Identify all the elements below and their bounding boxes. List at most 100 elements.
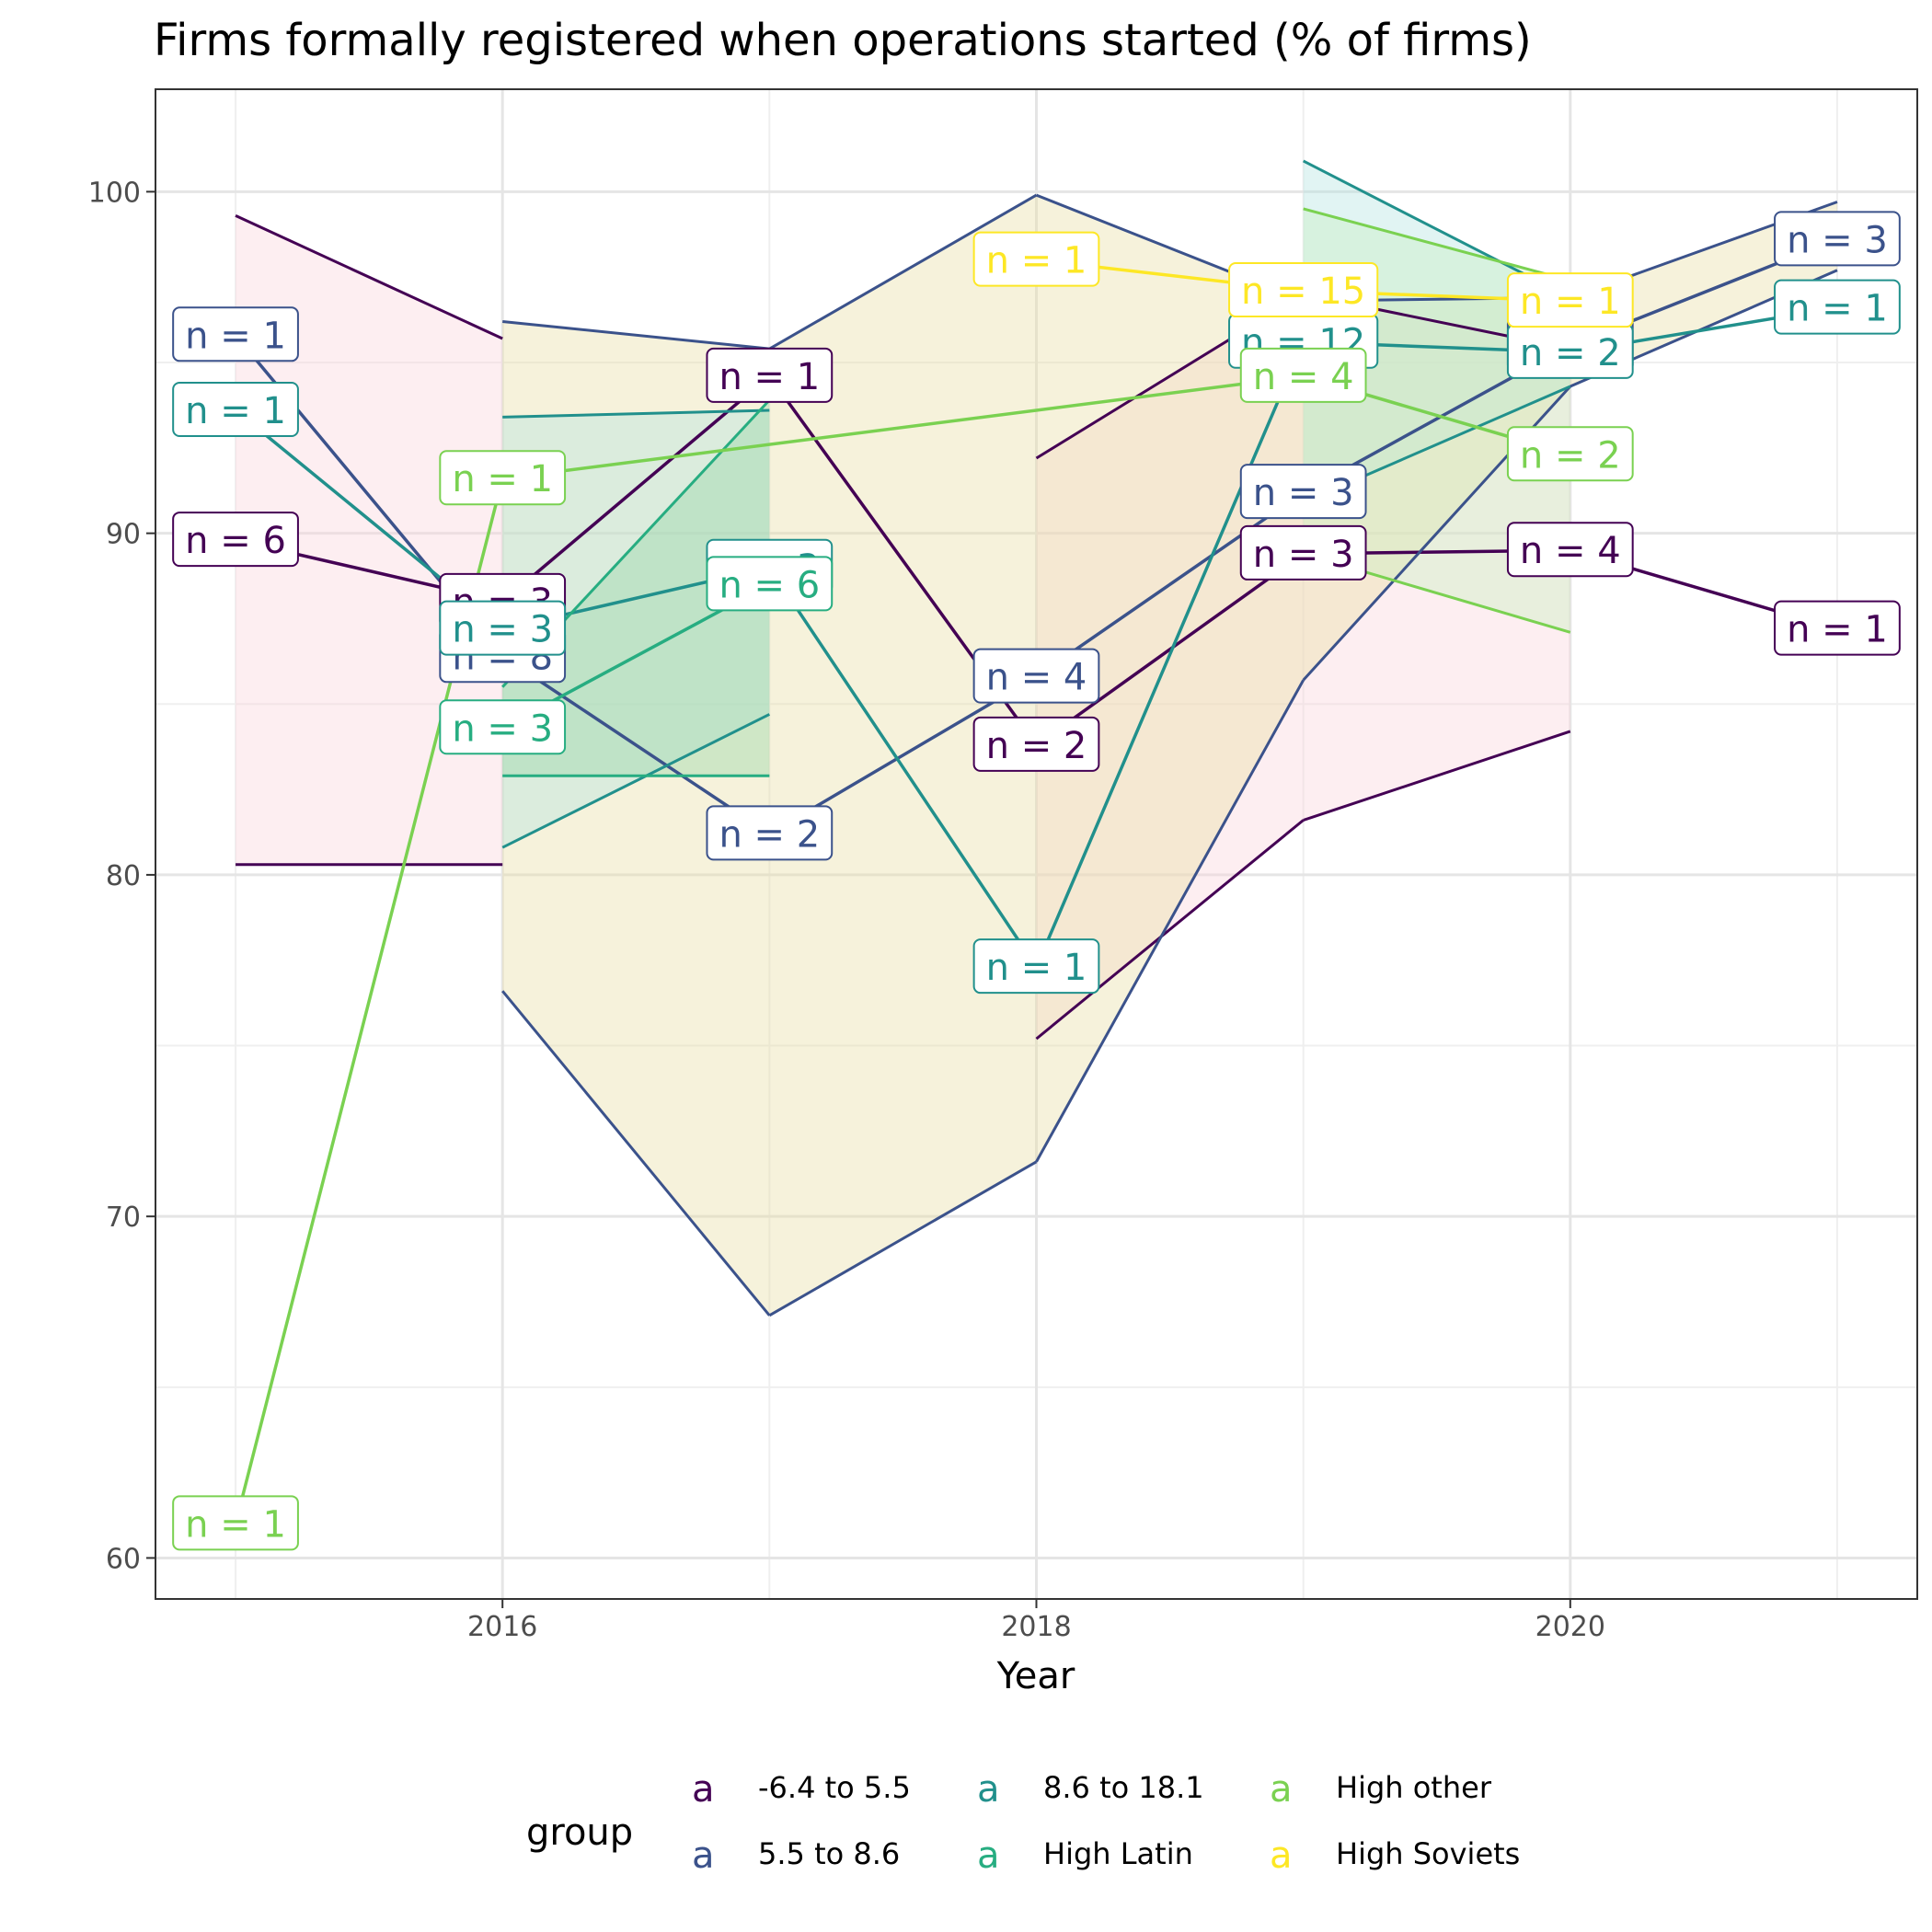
point-label-text: n = 3 (452, 707, 553, 750)
point-label-text: n = 3 (452, 609, 553, 651)
point-label-high-soviets: n = 1 (1506, 272, 1634, 328)
band-upper-6-4-to-5-5 (235, 214, 503, 340)
band-lower-5-5-to-8-6 (501, 990, 771, 1317)
point-label-box (439, 699, 567, 755)
point-label-box (1506, 426, 1634, 482)
legend-item-8-6-to-18-1: a 8.6 to 18.1 (977, 1768, 1204, 1811)
legend-label: -6.4 to 5.5 (758, 1770, 911, 1805)
chart-title: Firms formally registered when operation… (154, 15, 1532, 66)
confidence-bands (236, 160, 1837, 1316)
point-label-text: n = 2 (719, 813, 820, 856)
legend-key: a (692, 1768, 715, 1811)
point-label-text: n = 2 (1520, 332, 1621, 374)
point-label-8-6-to-18-1: n = 3 (439, 600, 567, 656)
point-label-text: n = 15 (1241, 270, 1365, 313)
point-label-box (706, 347, 834, 403)
band-lower-5-5-to-8-6 (1035, 679, 1305, 1163)
legend-item-6-4-to-5-5: a -6.4 to 5.5 (692, 1768, 911, 1811)
x-tick-label: 2016 (467, 1611, 537, 1643)
point-label-text: n = 1 (1520, 281, 1621, 323)
point-labels: n = 6 n = 3 n = 1 n = 2 n = 3 n = 4 n = 1 n = 1… (172, 211, 1901, 1551)
point-label-5-5-to-8-6: n = 3 (1239, 464, 1367, 520)
point-label-text: n = 1 (1787, 288, 1888, 330)
band-upper-5-5-to-8-6 (502, 319, 770, 351)
point-label-8-6-to-18-1: n = 2 (1506, 323, 1634, 379)
legend-key: a (692, 1834, 715, 1877)
point-label-high-other: n = 4 (1239, 347, 1367, 403)
point-label-high-other: n = 1 (172, 1495, 299, 1551)
point-label-box (972, 648, 1100, 704)
point-label-box (1774, 600, 1901, 656)
band-upper-8-6-to-18-1 (502, 408, 770, 419)
point-label-box (1506, 522, 1634, 578)
point-label-6-4-to-5-5: n = 2 (972, 716, 1100, 772)
point-label-high-latin: n = 6 (706, 556, 834, 612)
x-tick-label: 2020 (1535, 1611, 1605, 1643)
point-label-box (172, 306, 299, 362)
legend-label: 8.6 to 18.1 (1043, 1770, 1204, 1805)
band-8-6-to-18-1 (502, 409, 770, 848)
point-label-box (1239, 464, 1367, 520)
point-label-5-5-to-8-6: n = 2 (706, 805, 834, 861)
line-high-other (234, 374, 1571, 1524)
band-high-latin (502, 399, 770, 776)
band-lower-6-4-to-5-5 (1035, 819, 1305, 1041)
legend-label: High other (1336, 1770, 1492, 1805)
x-axis-title: Year (996, 1655, 1075, 1697)
legend-label: 5.5 to 8.6 (758, 1836, 900, 1871)
legend-item-high-other: a High other (1270, 1768, 1492, 1811)
point-label-box (1228, 262, 1379, 318)
legend-key: a (1270, 1834, 1293, 1877)
point-label-box (972, 938, 1100, 995)
point-label-text: n = 2 (986, 725, 1087, 767)
point-label-text: n = 1 (185, 315, 286, 357)
point-label-6-4-to-5-5: n = 3 (1239, 524, 1367, 581)
point-label-high-soviets: n = 15 (1228, 262, 1379, 318)
band-lower-6-4-to-5-5 (1303, 730, 1571, 822)
point-label-text: n = 1 (719, 356, 820, 398)
point-label-high-other: n = 2 (1506, 426, 1634, 482)
point-label-5-5-to-8-6: n = 4 (972, 648, 1100, 704)
point-label-box (706, 556, 834, 612)
point-label-text: n = 6 (185, 520, 286, 562)
point-label-text: n = 1 (986, 947, 1087, 989)
legend-key: a (977, 1768, 1000, 1811)
point-label-high-other: n = 1 (439, 450, 567, 506)
point-label-text: n = 3 (1253, 472, 1354, 514)
band-lower-5-5-to-8-6 (768, 1160, 1038, 1317)
legend-label: High Soviets (1336, 1836, 1520, 1871)
band-5-5-to-8-6 (502, 321, 770, 1316)
legend-key: a (977, 1834, 1000, 1877)
point-label-6-4-to-5-5: n = 6 (172, 512, 299, 568)
y-tick-label: 80 (106, 860, 141, 892)
legend-item-high-soviets: a High Soviets (1270, 1834, 1520, 1877)
point-label-box (172, 381, 299, 437)
legend-key: a (1270, 1768, 1293, 1811)
point-label-box (1774, 211, 1901, 267)
point-label-box (706, 805, 834, 861)
point-label-8-6-to-18-1: n = 1 (172, 381, 299, 437)
point-label-box (972, 231, 1100, 287)
point-label-8-6-to-18-1: n = 1 (1774, 279, 1901, 335)
point-label-box (1774, 279, 1901, 335)
point-label-high-latin: n = 3 (439, 699, 567, 755)
point-label-text: n = 3 (1787, 219, 1888, 261)
band-5-5-to-8-6 (1303, 297, 1570, 681)
point-label-text: n = 1 (185, 390, 286, 432)
point-label-box (1239, 524, 1367, 581)
point-label-box (172, 512, 299, 568)
y-tick-label: 100 (88, 177, 141, 209)
point-label-text: n = 1 (185, 1503, 286, 1546)
point-label-text: n = 3 (1253, 534, 1354, 576)
point-label-box (439, 450, 567, 506)
band-6-4-to-5-5 (236, 215, 503, 865)
point-label-high-soviets: n = 1 (972, 231, 1100, 287)
legend-item-5-5-to-8-6: a 5.5 to 8.6 (692, 1834, 900, 1877)
point-label-box (1506, 272, 1634, 328)
point-label-6-4-to-5-5: n = 1 (1774, 600, 1901, 656)
legend: group a -6.4 to 5.5 a 5.5 to 8.6 a 8.6 to 18.… (526, 1768, 1520, 1877)
point-label-text: n = 6 (719, 564, 820, 606)
band-6-4-to-5-5 (1036, 293, 1304, 1040)
point-label-text: n = 1 (1787, 609, 1888, 651)
legend-label: High Latin (1043, 1836, 1193, 1871)
